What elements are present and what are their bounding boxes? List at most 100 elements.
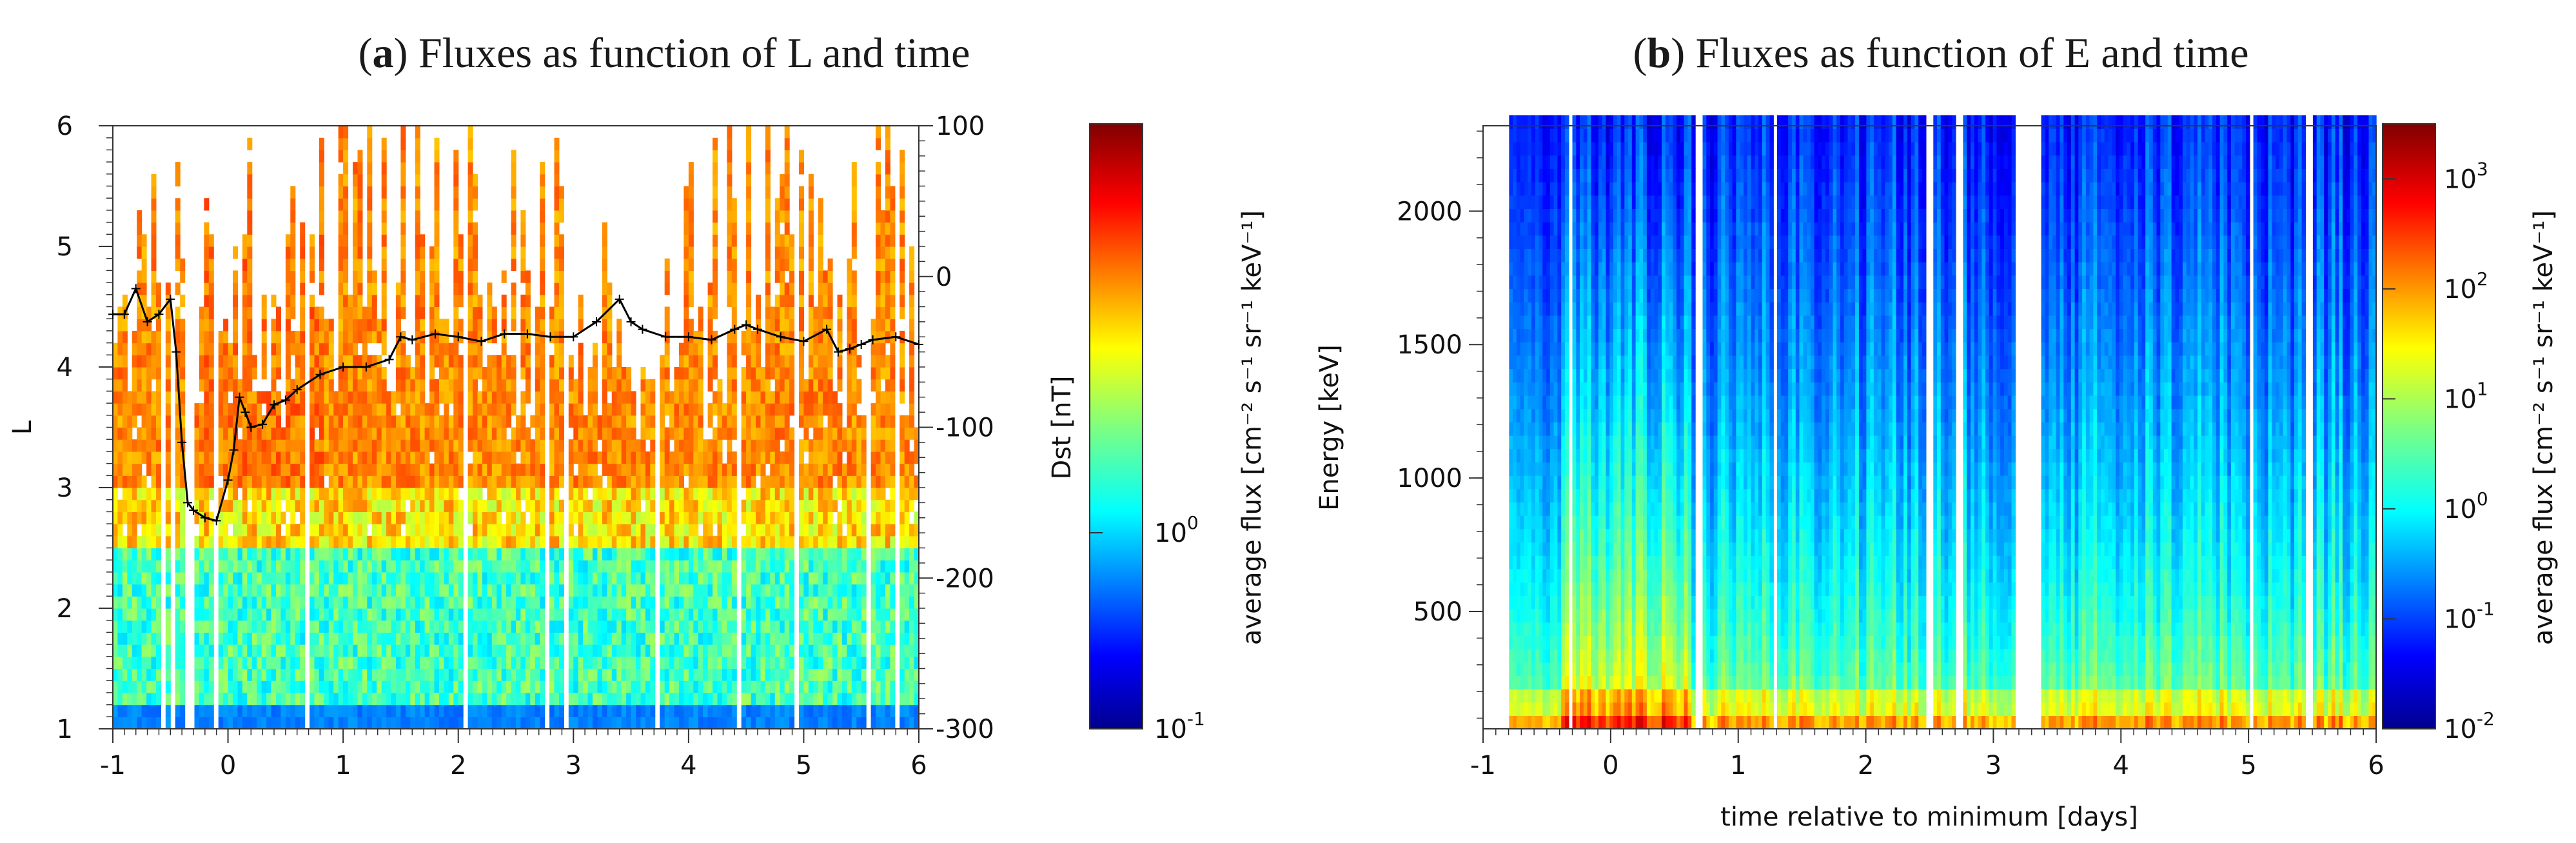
- heatmap-cell: [180, 535, 186, 549]
- heatmap-cell: [242, 488, 248, 501]
- heatmap-cell: [295, 427, 300, 440]
- heatmap-cell: [607, 668, 613, 681]
- heatmap-cell: [813, 330, 819, 344]
- heatmap-cell: [823, 571, 829, 585]
- heatmap-cell: [400, 126, 406, 139]
- heatmap-cell: [223, 656, 229, 669]
- heatmap-cell: [137, 644, 143, 657]
- heatmap-cell: [746, 174, 752, 187]
- heatmap-cell: [314, 439, 320, 452]
- heatmap-cell: [367, 391, 373, 404]
- heatmap-cell: [353, 415, 358, 428]
- heatmap-cell: [707, 294, 713, 308]
- heatmap-cell: [602, 608, 607, 621]
- heatmap-cell: [247, 246, 253, 259]
- heatmap-cell: [707, 548, 713, 560]
- heatmap-cell: [324, 571, 329, 585]
- heatmap-cell: [511, 499, 516, 512]
- heatmap-cell: [698, 403, 703, 416]
- heatmap-cell: [424, 608, 430, 621]
- heatmap-cell: [141, 258, 147, 271]
- heatmap-cell: [285, 475, 291, 488]
- heatmap-cell: [760, 499, 766, 512]
- heatmap-cell: [587, 379, 593, 392]
- heatmap-cell: [784, 294, 790, 308]
- heatmap-cell: [434, 488, 440, 501]
- heatmap-cell: [616, 379, 622, 392]
- heatmap-cell: [410, 548, 416, 560]
- heatmap-cell: [113, 367, 118, 380]
- heatmap-cell: [257, 656, 262, 669]
- heatmap-cell: [328, 692, 334, 706]
- heatmap-cell: [593, 403, 598, 416]
- heatmap-cell: [290, 234, 296, 247]
- heatmap-cell: [434, 511, 440, 524]
- heatmap-cell: [204, 246, 210, 259]
- heatmap-cell: [549, 608, 555, 621]
- heatmap-cell: [276, 548, 281, 560]
- heatmap-cell: [698, 596, 703, 609]
- heatmap-cell: [568, 488, 574, 501]
- heatmap-cell: [621, 524, 627, 537]
- heatmap-cell: [640, 427, 646, 440]
- heatmap-cell: [645, 524, 651, 537]
- heatmap-cell: [290, 306, 296, 319]
- heatmap-cell: [520, 294, 526, 308]
- heatmap-cell: [746, 488, 752, 501]
- heatmap-cell: [756, 463, 761, 476]
- heatmap-cell: [731, 234, 737, 247]
- heatmap-cell: [377, 571, 382, 585]
- heatmap-cell: [453, 463, 459, 476]
- heatmap-cell: [823, 620, 829, 633]
- heatmap-cell: [751, 632, 756, 645]
- heatmap-cell: [151, 403, 157, 416]
- heatmap-cell: [381, 319, 387, 332]
- heatmap-cell: [540, 306, 546, 319]
- heatmap-cell: [568, 499, 574, 512]
- heatmap-cell: [559, 620, 564, 633]
- heatmap-cell: [693, 342, 699, 355]
- heatmap-cell: [578, 319, 584, 332]
- heatmap-cell: [516, 620, 521, 633]
- heatmap-cell: [400, 234, 406, 247]
- heatmap-cell: [491, 717, 497, 729]
- heatmap-cell: [780, 488, 785, 501]
- heatmap-cell: [525, 451, 531, 464]
- heatmap-cell: [261, 560, 267, 573]
- heatmap-cell: [756, 342, 761, 355]
- heatmap-cell: [290, 488, 296, 501]
- heatmap-cell: [813, 451, 819, 464]
- heatmap-cell: [453, 283, 459, 295]
- panel-a: (a) Fluxes as function of L and time -1 0…: [8, 30, 1267, 780]
- heatmap-cell: [703, 511, 709, 524]
- heatmap-cell: [271, 391, 277, 404]
- heatmap-cell: [319, 342, 324, 355]
- heatmap-cell: [640, 571, 646, 585]
- heatmap-cell: [731, 415, 737, 428]
- heatmap-cell: [789, 680, 795, 693]
- heatmap-cell: [674, 415, 680, 428]
- heatmap-cell: [233, 306, 238, 319]
- heatmap-cell: [559, 391, 564, 404]
- heatmap-cell: [396, 584, 401, 597]
- heatmap-cell: [434, 355, 440, 368]
- heatmap-cell: [597, 451, 603, 464]
- heatmap-cell: [731, 391, 737, 404]
- heatmap-cell: [616, 415, 622, 428]
- heatmap-cell: [636, 608, 641, 621]
- heatmap-cell: [827, 258, 833, 271]
- heatmap-cell: [180, 717, 186, 729]
- heatmap-cell: [141, 439, 147, 452]
- heatmap-cell: [756, 499, 761, 512]
- heatmap-cell: [310, 644, 315, 657]
- heatmap-cell: [808, 355, 814, 368]
- heatmap-cell: [774, 439, 780, 452]
- heatmap-cell: [117, 620, 123, 633]
- heatmap-cell: [756, 620, 761, 633]
- heatmap-cell: [713, 294, 718, 308]
- heatmap-cell: [573, 571, 579, 585]
- heatmap-cell: [285, 283, 291, 295]
- heatmap-cell: [237, 463, 243, 476]
- heatmap-cell: [199, 656, 204, 669]
- heatmap-cell: [770, 524, 776, 537]
